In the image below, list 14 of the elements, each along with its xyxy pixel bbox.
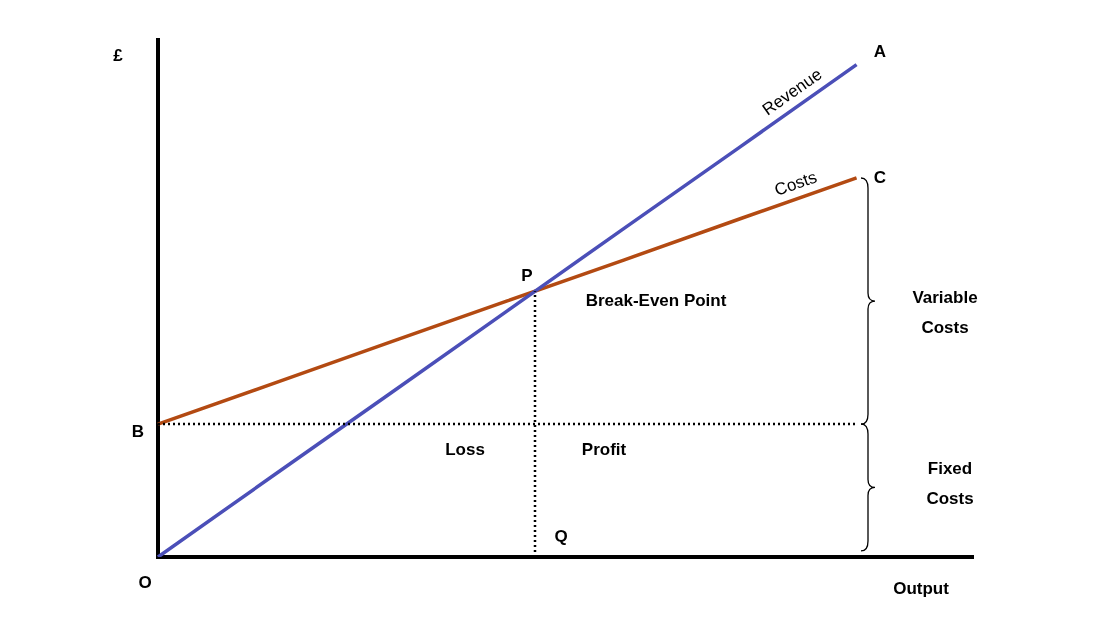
text: A <box>873 41 887 61</box>
annotation: Break-Even Point <box>585 290 727 310</box>
text: Q <box>554 526 568 546</box>
y-axis-title: £ <box>113 45 124 65</box>
text: O <box>138 572 152 592</box>
annotation: C <box>873 167 887 187</box>
annotation: Profit <box>581 439 627 459</box>
annotation: Loss <box>445 439 485 459</box>
annotation: Fixed Costs <box>926 458 974 508</box>
x-axis-title: Output <box>893 578 950 598</box>
annotation: Variable Costs <box>912 287 978 337</box>
text: Costs <box>772 167 820 200</box>
annotation: P <box>521 265 533 285</box>
ref-line-label: B <box>131 421 145 441</box>
